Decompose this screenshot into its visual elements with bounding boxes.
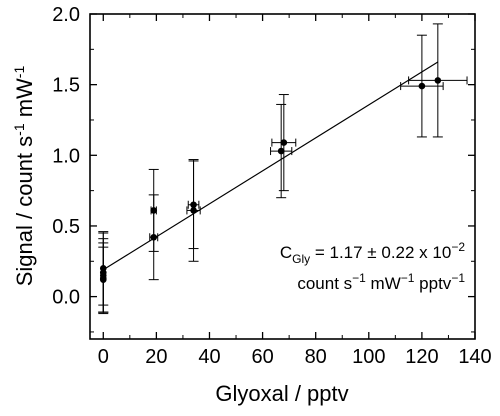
data-point (418, 82, 426, 90)
x-axis: 0 20 40 60 80 100 120 140 (98, 14, 492, 368)
annotation-unit-sup: −1 (352, 271, 366, 285)
data-point (150, 233, 158, 241)
x-axis-title: Glyoxal / pptv (215, 381, 348, 406)
annotation-unit: count s (297, 274, 352, 293)
annotation-subscript: Gly (292, 252, 310, 266)
x-tick-label: 120 (405, 346, 438, 368)
x-tick-label: 140 (458, 346, 491, 368)
annotation-line-2: count s−1 mW−1 pptv−1 (297, 271, 465, 293)
y-axis: 0.0 0.5 1.0 1.5 2.0 (52, 4, 475, 333)
x-tick-label: 40 (198, 346, 220, 368)
x-tick-label: 100 (352, 346, 385, 368)
x-tick-label: 80 (305, 346, 327, 368)
annotation-unit-sup: −1 (401, 271, 415, 285)
x-tick-label: 60 (251, 346, 273, 368)
y-tick-label: 0.0 (52, 287, 80, 309)
y-axis-title-sup: -1 (11, 66, 27, 79)
annotation-exponent: −2 (451, 240, 465, 254)
annotation-unit: mW (366, 274, 401, 293)
annotation-unit-sup: −1 (451, 271, 465, 285)
annotation-value: = 1.17 ± 0.22 x 10 (310, 243, 451, 262)
y-tick-label: 0.5 (52, 216, 80, 238)
data-point (434, 77, 442, 84)
y-tick-label: 2.0 (52, 4, 80, 26)
data-point (280, 139, 288, 146)
data-point (277, 147, 285, 155)
plot-frame (89, 13, 476, 340)
y-axis-title-text: Signal / count s (12, 136, 37, 286)
annotation-line-1: CGly = 1.17 ± 0.22 x 10−2 (280, 240, 465, 266)
fit-line (102, 61, 439, 271)
x-tick-label: 0 (98, 346, 109, 368)
annotation-symbol: C (280, 243, 292, 262)
data-point (99, 276, 107, 283)
x-tick-label: 20 (145, 346, 167, 368)
y-axis-title-text: mW (12, 78, 37, 123)
y-axis-title-sup: -1 (11, 123, 27, 136)
y-tick-label: 1.0 (52, 145, 80, 167)
y-tick-label: 1.5 (52, 75, 80, 97)
data-point (190, 207, 197, 214)
y-axis-title: Signal / count s-1 mW-1 (11, 66, 37, 287)
annotation-unit: pptv (414, 274, 451, 293)
chart-marks (98, 23, 468, 315)
